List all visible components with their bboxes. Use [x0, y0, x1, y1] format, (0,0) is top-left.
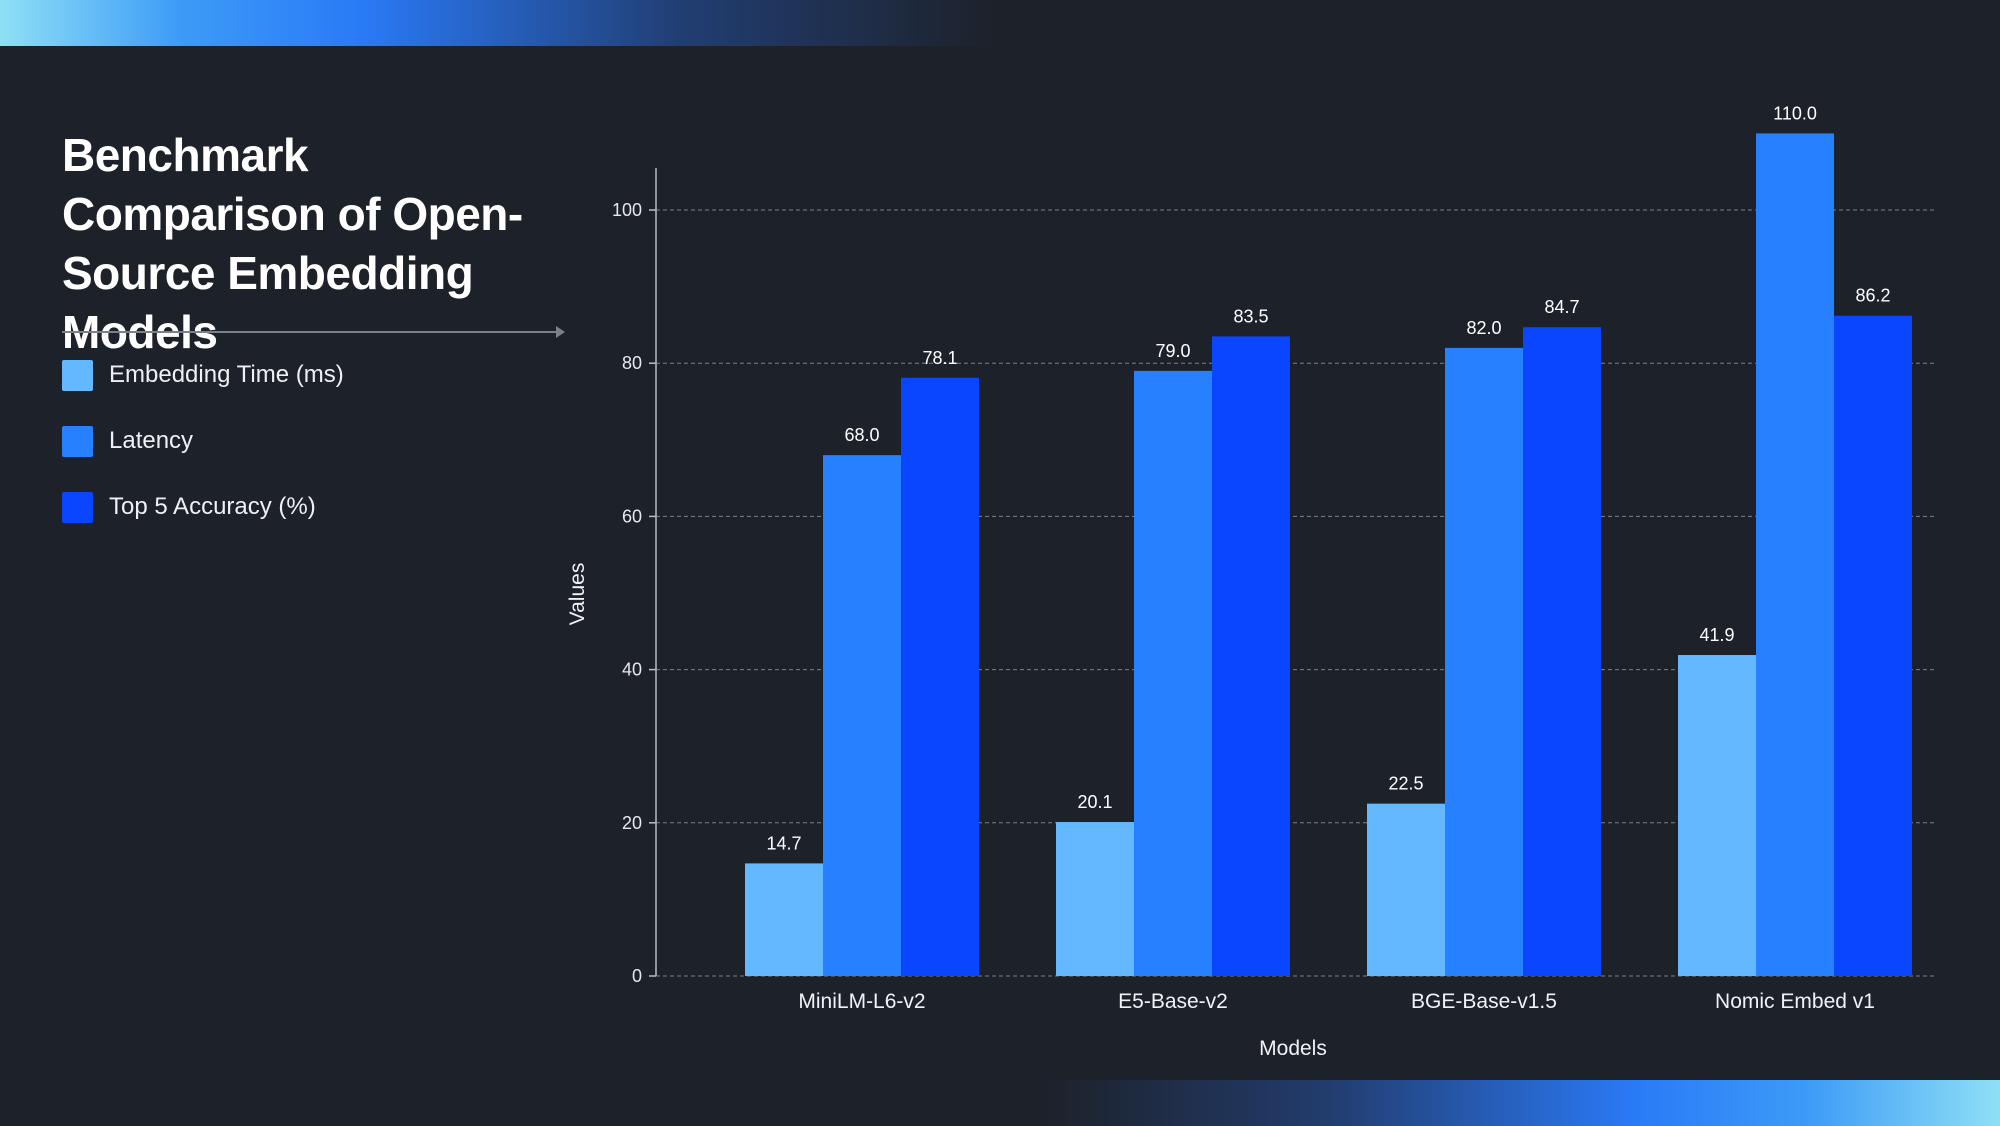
divider-arrow-icon: [556, 326, 565, 338]
y-tick-label: 20: [622, 813, 642, 833]
y-tick-label: 0: [632, 966, 642, 986]
bar-value-label: 14.7: [766, 833, 801, 853]
bar-value-label: 68.0: [844, 425, 879, 445]
title-divider: [62, 331, 558, 333]
bar-value-label: 82.0: [1466, 318, 1501, 338]
bar-value-label: 84.7: [1544, 297, 1579, 317]
legend-swatch: [62, 359, 93, 391]
top-gradient-band: [0, 0, 1000, 46]
bar: [1678, 655, 1756, 976]
legend-swatch: [62, 425, 93, 457]
y-tick-label: 60: [622, 506, 642, 526]
chart-legend: Embedding Time (ms) Latency Top 5 Accura…: [62, 359, 344, 557]
bar: [823, 455, 901, 976]
x-category-label: MiniLM-L6-v2: [798, 990, 925, 1013]
x-category-label: E5-Base-v2: [1118, 990, 1228, 1013]
legend-label: Latency: [109, 427, 194, 454]
bar: [1834, 315, 1912, 976]
y-tick-label: 80: [622, 353, 642, 373]
bar: [1523, 327, 1601, 976]
bar-value-label: 83.5: [1233, 306, 1268, 326]
legend-label: Top 5 Accuracy (%): [109, 493, 316, 520]
bar-value-label: 79.0: [1155, 341, 1190, 361]
bar-value-label: 110.0: [1773, 103, 1817, 123]
legend-label: Embedding Time (ms): [109, 361, 344, 388]
bottom-gradient-band: [1040, 1080, 2000, 1126]
bar: [1056, 822, 1134, 976]
y-tick-label: 100: [612, 200, 642, 220]
y-axis-title: Values: [566, 563, 589, 626]
bar: [745, 863, 823, 976]
bar: [1756, 133, 1834, 976]
bar: [1212, 336, 1290, 976]
bar-value-label: 86.2: [1855, 286, 1890, 306]
legend-swatch: [62, 491, 93, 523]
bar-value-label: 78.1: [922, 348, 957, 368]
legend-item-embedding-time: Embedding Time (ms): [62, 359, 344, 391]
bar: [901, 377, 979, 976]
x-axis-title: Models: [1259, 1037, 1327, 1060]
x-category-label: BGE-Base-v1.5: [1411, 990, 1557, 1013]
y-tick-label: 40: [622, 660, 642, 680]
bar-value-label: 22.5: [1388, 774, 1423, 794]
bar: [1367, 803, 1445, 976]
legend-item-top5-accuracy: Top 5 Accuracy (%): [62, 491, 344, 523]
bar: [1134, 370, 1212, 976]
bar-value-label: 41.9: [1699, 625, 1734, 645]
legend-item-latency: Latency: [62, 425, 344, 457]
bar-value-label: 20.1: [1077, 792, 1112, 812]
bar: [1445, 347, 1523, 976]
x-category-label: Nomic Embed v1: [1715, 990, 1875, 1013]
